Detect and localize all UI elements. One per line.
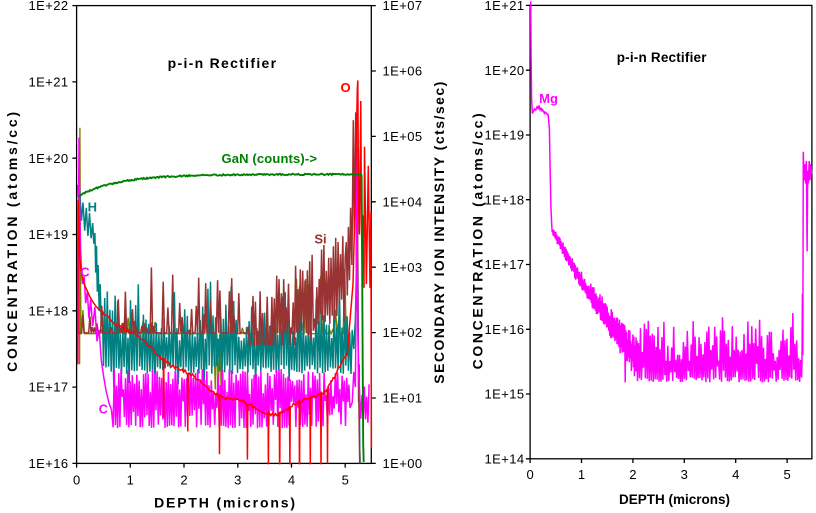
svg-text:0: 0 — [73, 473, 80, 488]
svg-text:1E+17: 1E+17 — [485, 257, 525, 272]
svg-text:1E+14: 1E+14 — [485, 451, 525, 466]
svg-text:1E+20: 1E+20 — [485, 63, 525, 78]
svg-text:1E+20: 1E+20 — [29, 151, 69, 166]
svg-text:1E+02: 1E+02 — [383, 325, 423, 340]
svg-text:5: 5 — [783, 467, 790, 482]
svg-text:1E+16: 1E+16 — [29, 456, 69, 471]
svg-text:2: 2 — [180, 473, 187, 488]
svg-text:C: C — [99, 403, 108, 417]
svg-text:1E+18: 1E+18 — [29, 303, 69, 318]
svg-text:1E+15: 1E+15 — [485, 387, 525, 402]
svg-text:1E+04: 1E+04 — [383, 194, 423, 209]
svg-text:1: 1 — [127, 473, 134, 488]
svg-text:Mg: Mg — [539, 91, 558, 106]
svg-text:1E+06: 1E+06 — [383, 64, 423, 79]
svg-text:1E+21: 1E+21 — [485, 0, 525, 13]
svg-text:1E+18: 1E+18 — [485, 192, 525, 207]
svg-text:4: 4 — [288, 473, 295, 488]
svg-text:1E+19: 1E+19 — [485, 128, 525, 143]
svg-text:4: 4 — [732, 467, 739, 482]
svg-text:3: 3 — [234, 473, 241, 488]
svg-text:1E+01: 1E+01 — [383, 391, 423, 406]
svg-text:GaN (counts)->: GaN (counts)-> — [221, 151, 317, 166]
svg-text:1E+16: 1E+16 — [485, 322, 525, 337]
svg-text:CONCENTRATION (atoms/cc): CONCENTRATION (atoms/cc) — [4, 109, 20, 372]
svg-text:1E+05: 1E+05 — [383, 129, 423, 144]
svg-text:1E+17: 1E+17 — [29, 380, 69, 395]
svg-text:p-i-n Rectifier: p-i-n Rectifier — [617, 50, 708, 65]
svg-text:0: 0 — [526, 467, 533, 482]
svg-text:3: 3 — [681, 467, 688, 482]
svg-text:1E+07: 1E+07 — [383, 0, 423, 13]
svg-text:1E+19: 1E+19 — [29, 227, 69, 242]
svg-text:CONCENTRATION (atoms/cc): CONCENTRATION (atoms/cc) — [470, 111, 486, 370]
svg-text:1: 1 — [578, 467, 585, 482]
svg-text:1E+03: 1E+03 — [383, 260, 423, 275]
svg-text:1E+22: 1E+22 — [29, 0, 69, 13]
svg-text:SECONDARY ION INTENSITY (cts/s: SECONDARY ION INTENSITY (cts/sec) — [431, 80, 447, 383]
svg-text:H: H — [88, 200, 97, 215]
svg-text:C: C — [80, 265, 90, 280]
svg-text:DEPTH (microns): DEPTH (microns) — [154, 495, 297, 511]
svg-text:1E+21: 1E+21 — [29, 75, 69, 90]
svg-text:p-i-n Rectifier: p-i-n Rectifier — [168, 55, 278, 71]
svg-text:DEPTH (microns): DEPTH (microns) — [619, 492, 730, 507]
svg-text:1E+00: 1E+00 — [383, 456, 423, 471]
svg-text:Si: Si — [314, 232, 326, 247]
svg-text:5: 5 — [342, 473, 349, 488]
svg-text:O: O — [340, 80, 350, 95]
svg-text:2: 2 — [629, 467, 636, 482]
